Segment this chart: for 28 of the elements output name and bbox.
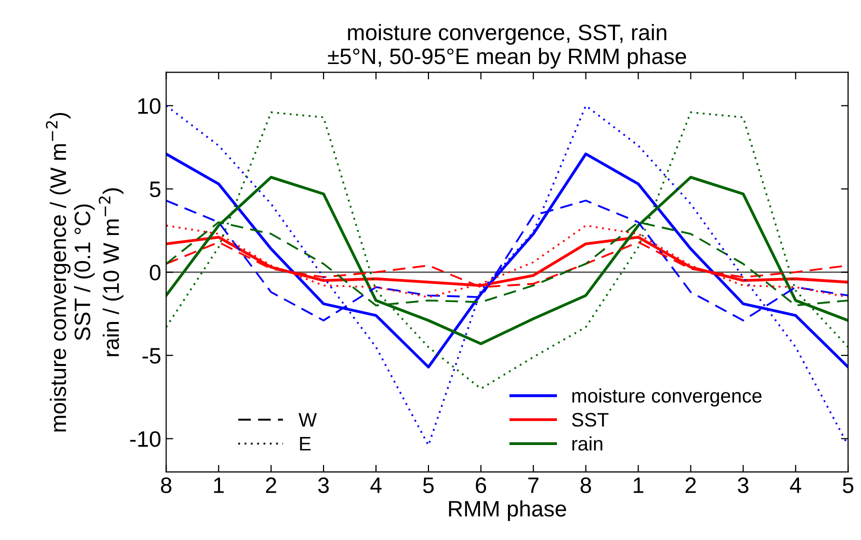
x-tick-label: 3 <box>318 477 329 494</box>
x-tick-label: 8 <box>160 477 172 494</box>
legend-label: rain <box>572 436 602 451</box>
x-tick-label: 5 <box>423 478 434 494</box>
x-tick-label: 6 <box>476 477 486 494</box>
annotation: W <box>298 413 317 426</box>
x-tick-label: 2 <box>266 477 276 493</box>
y-tick-label: 10 <box>138 98 160 114</box>
x-axis-title: RMM phase <box>449 500 566 522</box>
text: moisture convergence / (W m$^{−2}$) SST / (0.1 °C) rain / (10 W m$^{−2}$) <box>46 112 124 432</box>
x-tick-label: 1 <box>634 478 644 493</box>
x-tick-label: 7 <box>528 478 538 493</box>
x-tick-label: 8 <box>580 477 592 494</box>
legend-label: SST <box>572 412 608 427</box>
x-tick-label: 5 <box>842 478 854 494</box>
y-tick-label: 0 <box>150 264 160 280</box>
x-tick-label: 3 <box>738 477 748 494</box>
line-series <box>166 111 848 390</box>
x-tick-label: 4 <box>790 478 802 493</box>
y-tick-label: -10 <box>130 431 160 447</box>
chart-title: moisture convergence, SST, rain ±5°N, 50-95°E mean by RMM phase <box>328 24 686 69</box>
x-tick-label: 2 <box>686 477 696 493</box>
x-tick-label: 4 <box>370 478 382 493</box>
annotation: E <box>300 437 311 450</box>
y-tick-label: 5 <box>150 182 160 198</box>
legend-label: moisture convergence <box>572 388 762 407</box>
y-tick-label: -5 <box>142 348 160 364</box>
x-tick-label: 1 <box>214 478 224 493</box>
